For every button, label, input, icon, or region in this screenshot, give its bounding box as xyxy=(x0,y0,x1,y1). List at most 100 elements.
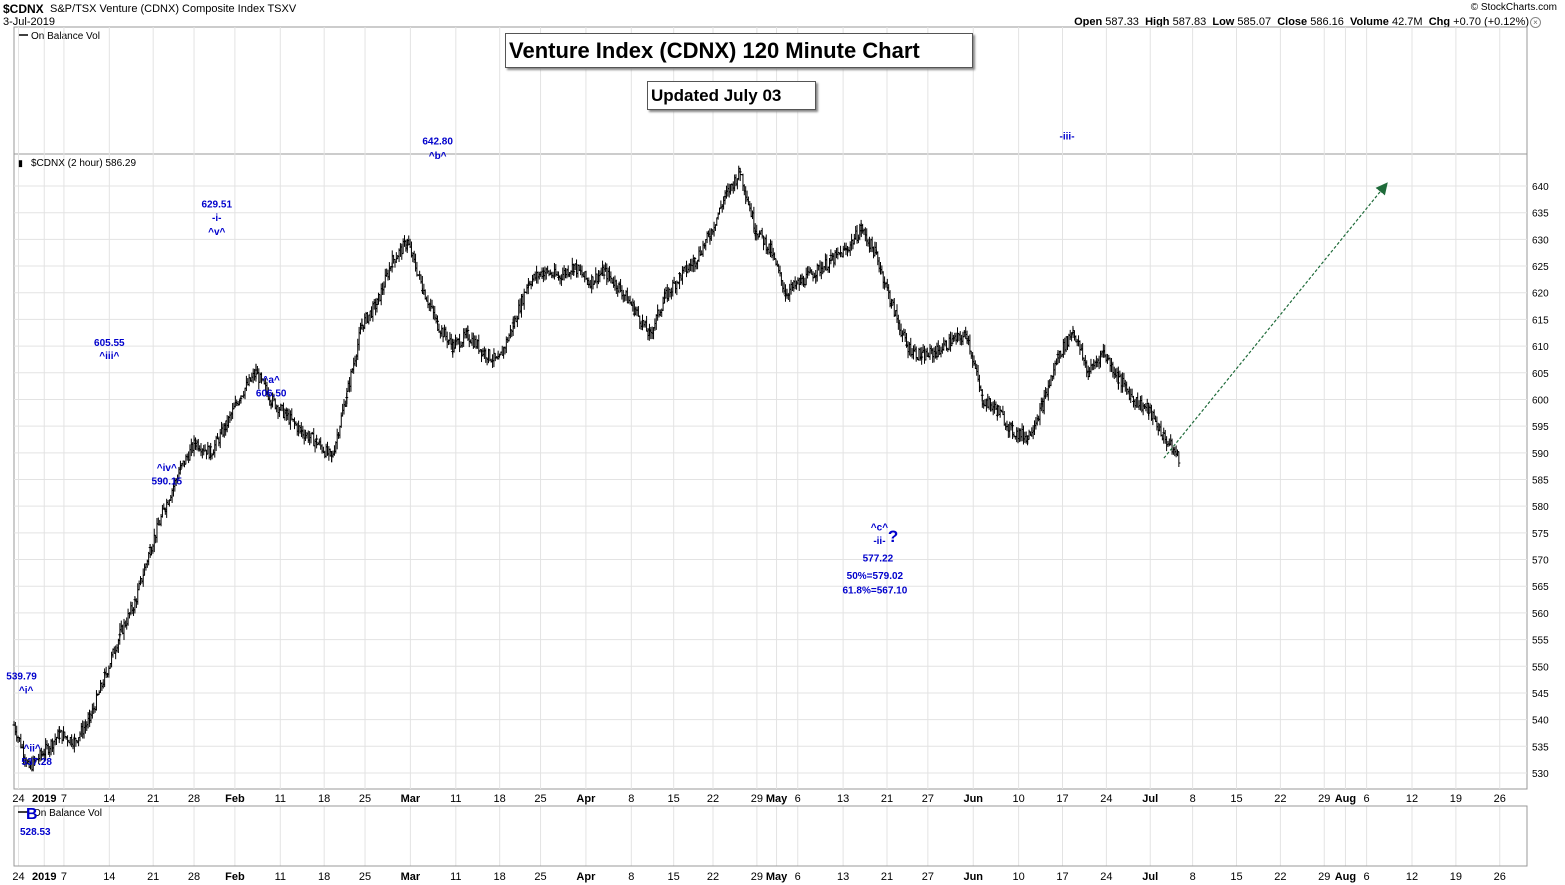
x-tick-label-bottom: 22 xyxy=(707,871,719,883)
x-tick-label: 8 xyxy=(1190,793,1196,805)
y-tick-label: 585 xyxy=(1532,476,1549,487)
y-tick-label: 555 xyxy=(1532,636,1549,647)
x-tick-label: 2019 xyxy=(32,793,56,805)
x-tick-label: 21 xyxy=(881,793,893,805)
x-tick-label-bottom: Feb xyxy=(225,871,245,883)
x-tick-label-bottom: Jul xyxy=(1142,871,1158,883)
x-tick-label: Aug xyxy=(1335,793,1356,805)
x-tick-label: 29 xyxy=(1318,793,1330,805)
y-tick-label: 545 xyxy=(1532,689,1549,700)
price-panel-marker: ▮ xyxy=(18,158,23,168)
low-value: 585.07 xyxy=(1237,16,1272,28)
chg-label: Chg xyxy=(1428,16,1451,28)
low-label: Low xyxy=(1212,16,1235,28)
y-tick-label: 580 xyxy=(1532,502,1549,513)
index-name: S&P/TSX Venture (CDNX) Composite Index T… xyxy=(50,3,297,15)
x-tick-label: 10 xyxy=(1013,793,1025,805)
x-tick-label-bottom: 10 xyxy=(1013,871,1025,883)
x-tick-label-bottom: 26 xyxy=(1494,871,1506,883)
x-tick-label: 15 xyxy=(668,793,680,805)
x-tick-label: Apr xyxy=(576,793,596,805)
symbol: $CDNX xyxy=(3,2,44,16)
x-tick-label: 15 xyxy=(1230,793,1242,805)
wave-label: 50%=579.02 xyxy=(847,571,904,582)
x-tick-label-bottom: Aug xyxy=(1335,871,1356,883)
ohlc-bars xyxy=(12,165,1181,772)
wave-label: 539.79 xyxy=(6,672,37,683)
x-tick-label: Jun xyxy=(963,793,983,805)
top-panel-label: On Balance Vol xyxy=(31,31,100,42)
x-tick-label-bottom: Apr xyxy=(576,871,596,883)
wave-label: 606.50 xyxy=(256,388,287,399)
x-tick-label-bottom: 14 xyxy=(103,871,115,883)
x-tick-label-bottom: 6 xyxy=(795,871,801,883)
chart-title-box: Venture Index (CDNX) 120 Minute Chart xyxy=(505,33,973,68)
x-tick-label-bottom: 19 xyxy=(1450,871,1462,883)
x-tick-label-bottom: 7 xyxy=(61,871,67,883)
chg-value: +0.70 (+0.12%) xyxy=(1453,16,1529,28)
x-tick-label: 25 xyxy=(359,793,371,805)
bottom-annotation-b: B xyxy=(26,806,38,823)
x-tick-label-bottom: 27 xyxy=(922,871,934,883)
x-tick-label-bottom: 6 xyxy=(1364,871,1370,883)
x-tick-label: 6 xyxy=(795,793,801,805)
bottom-panel-frame xyxy=(13,805,1528,867)
high-label: High xyxy=(1145,16,1170,28)
close-value: 586.16 xyxy=(1310,16,1344,28)
price-panel-label: $CDNX (2 hour) 586.29 xyxy=(31,158,136,169)
x-tick-label-bottom: 24 xyxy=(12,871,24,883)
wave-annotations: 539.79 ^i^ ^ii^ 537.28 605.55 ^iii^ ^iv^ 590.15… xyxy=(6,132,1074,768)
bottom-x-axis: 24 2019 7 14 21 28 Feb 11 18 25 Mar 11 18 25 Apr 8 15 22 2… xyxy=(12,871,1505,883)
y-tick-label: 575 xyxy=(1532,529,1549,540)
x-tick-label-bottom: 12 xyxy=(1406,871,1418,883)
x-tick-label: Mar xyxy=(401,793,421,805)
x-tick-label-bottom: 28 xyxy=(188,871,200,883)
x-tick-label-bottom: 22 xyxy=(1274,871,1286,883)
x-tick-label-bottom: 13 xyxy=(837,871,849,883)
wave-label: ^b^ xyxy=(429,151,447,162)
y-tick-label: 595 xyxy=(1532,422,1549,433)
x-tick-label-bottom: 25 xyxy=(359,871,371,883)
x-tick-label: 22 xyxy=(1274,793,1286,805)
chart-date: 3-Jul-2019 xyxy=(3,16,55,28)
y-tick-label: 620 xyxy=(1532,289,1549,300)
x-tick-label: 25 xyxy=(534,793,546,805)
x-tick-label-bottom: Jun xyxy=(963,871,983,883)
wave-label: ^iv^ xyxy=(157,463,177,474)
x-tick-label: 24 xyxy=(1100,793,1112,805)
x-tick-label-bottom: 15 xyxy=(1230,871,1242,883)
close-icon[interactable]: × xyxy=(1530,17,1541,28)
bottom-annotation-value: 528.53 xyxy=(20,827,51,838)
wave-label: ^iii^ xyxy=(99,351,119,362)
x-tick-label: 11 xyxy=(450,793,461,805)
x-axis: 24 2019 7 14 21 28 Feb 11 18 25 Mar 11 18 25 Apr 8 15 22 2… xyxy=(12,793,1505,805)
y-tick-label: 530 xyxy=(1532,769,1549,780)
x-tick-label: 18 xyxy=(318,793,330,805)
x-tick-label-bottom: 24 xyxy=(1100,871,1112,883)
wave-label: ? xyxy=(888,527,898,546)
x-tick-label-bottom: 21 xyxy=(147,871,159,883)
wave-label: ^a^ xyxy=(263,375,280,386)
x-tick-label-bottom: 18 xyxy=(494,871,506,883)
y-tick-label: 560 xyxy=(1532,609,1549,620)
y-tick-label: 550 xyxy=(1532,662,1549,673)
y-tick-label: 535 xyxy=(1532,742,1549,753)
x-tick-label: 6 xyxy=(1364,793,1370,805)
open-label: Open xyxy=(1074,16,1103,28)
y-tick-label: 605 xyxy=(1532,369,1549,380)
wave-label: 629.51 xyxy=(201,199,232,210)
x-tick-label: 8 xyxy=(628,793,634,805)
x-tick-label: 12 xyxy=(1406,793,1418,805)
x-tick-label-bottom: 11 xyxy=(275,871,286,883)
x-tick-label-bottom: 8 xyxy=(628,871,634,883)
y-tick-label: 640 xyxy=(1532,182,1549,193)
credit: © StockCharts.com xyxy=(1470,2,1557,13)
x-tick-label: 17 xyxy=(1056,793,1068,805)
x-tick-label: 27 xyxy=(922,793,934,805)
x-tick-label: 13 xyxy=(837,793,849,805)
y-tick-label: 610 xyxy=(1532,342,1549,353)
x-tick-label: May xyxy=(766,793,788,805)
gridlines xyxy=(14,27,1527,866)
projection-arrow xyxy=(1163,182,1388,459)
x-tick-label: 19 xyxy=(1450,793,1462,805)
